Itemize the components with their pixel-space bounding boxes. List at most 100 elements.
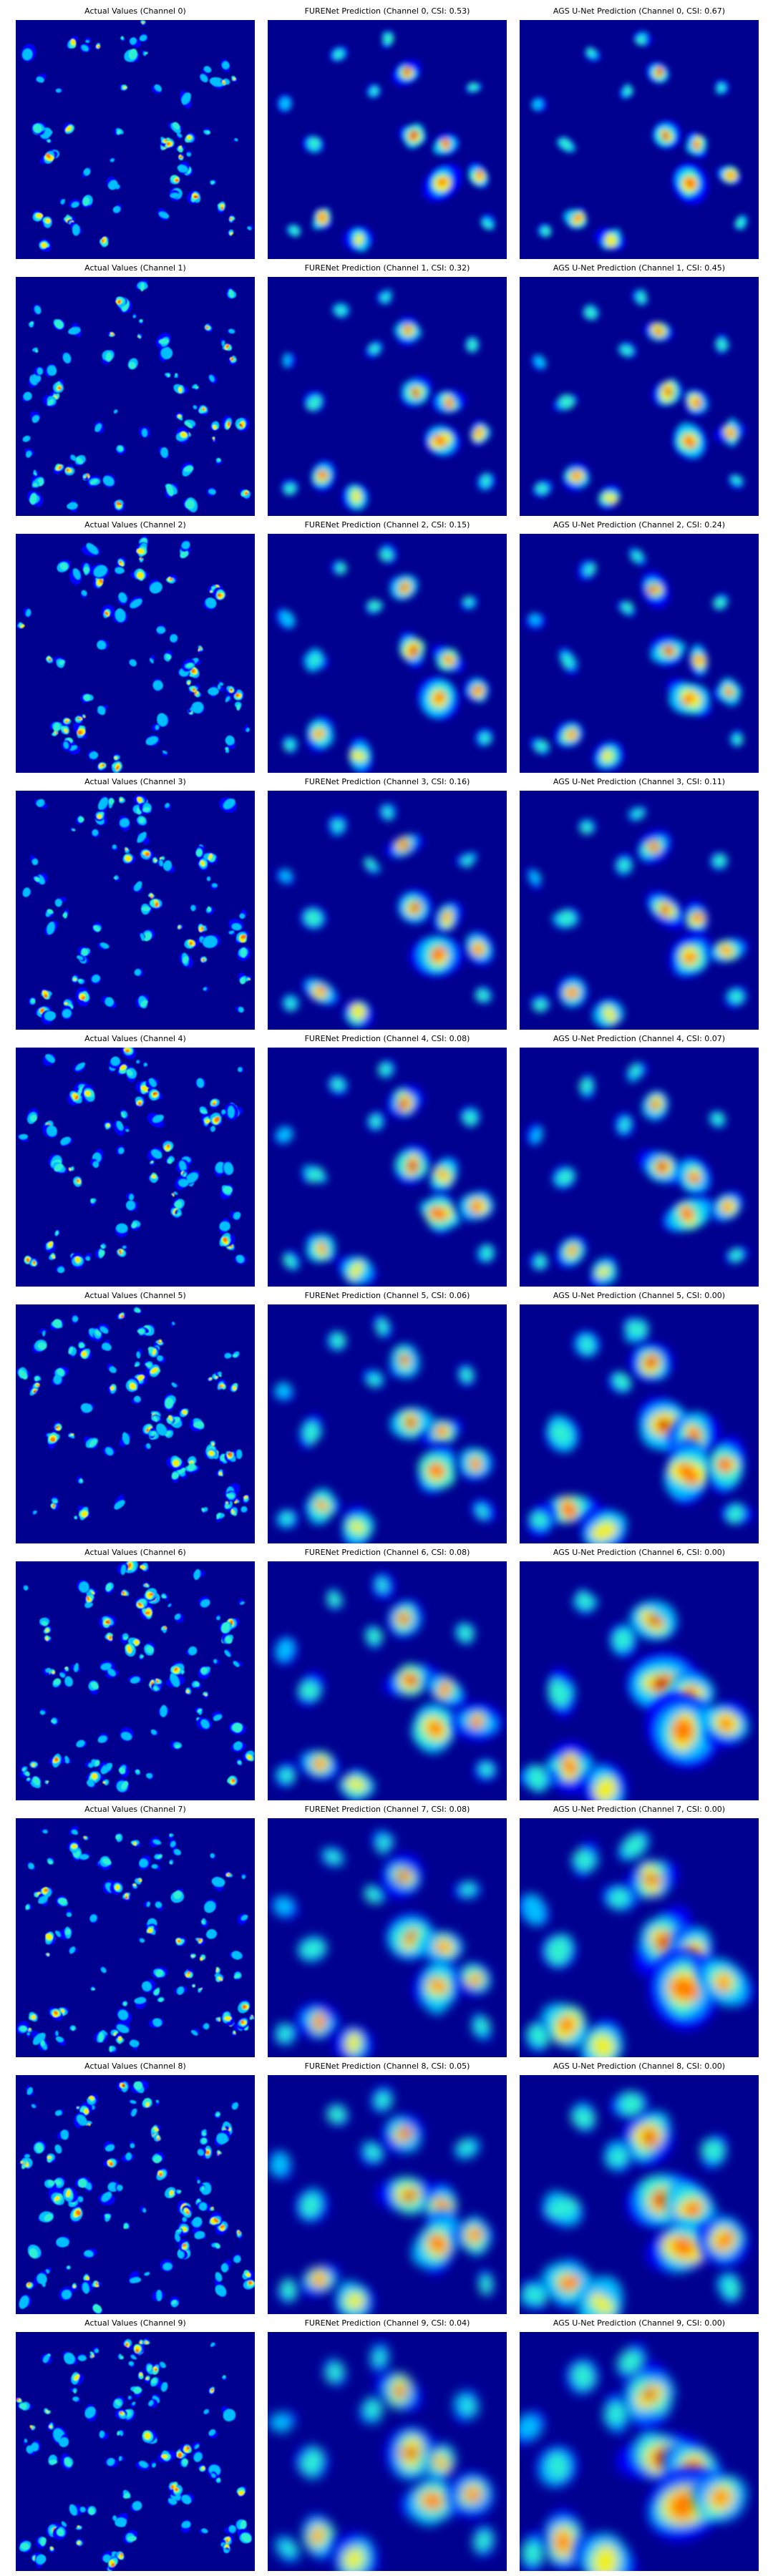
storm-cell <box>208 685 219 698</box>
storm-cell <box>122 853 136 864</box>
storm-cell-contour <box>70 454 77 462</box>
storm-cell-contour <box>97 814 102 819</box>
storm-cell <box>75 816 84 825</box>
storm-cell-contour <box>49 658 51 660</box>
storm-cell-contour <box>334 50 343 60</box>
storm-cell-contour <box>174 1200 183 1209</box>
storm-cell-contour <box>230 688 233 691</box>
storm-cell <box>72 2396 81 2403</box>
storm-cell <box>20 2159 27 2165</box>
storm-cell-contour <box>25 451 32 458</box>
storm-cell <box>296 2001 339 2040</box>
storm-cell <box>191 1984 195 1988</box>
radar-heatmap-image <box>520 1561 759 1800</box>
storm-cell <box>663 1440 711 1506</box>
storm-cell-contour <box>60 1136 71 1146</box>
storm-cell <box>155 1900 163 1911</box>
storm-cell <box>111 761 122 773</box>
storm-cell <box>81 562 93 575</box>
storm-cell-contour <box>240 977 246 985</box>
storm-cell <box>138 932 145 942</box>
storm-cell <box>156 2167 168 2181</box>
storm-cell-contour <box>169 1861 172 1865</box>
storm-cell <box>236 2485 247 2498</box>
storm-cell <box>77 1505 90 1521</box>
storm-cell <box>214 1973 224 1983</box>
storm-cell <box>70 2283 78 2291</box>
storm-cell-contour <box>472 945 484 955</box>
storm-cell <box>142 1582 150 1589</box>
storm-cell-contour <box>99 1326 109 1334</box>
storm-cell <box>205 1928 218 1939</box>
storm-cell <box>193 691 203 698</box>
storm-cell-contour <box>46 1953 48 1955</box>
storm-cell-contour <box>161 1595 167 1599</box>
storm-cell-contour <box>580 823 592 834</box>
storm-cell <box>122 1245 129 1249</box>
storm-cell-contour <box>57 1425 60 1428</box>
storm-cell-contour <box>122 2084 125 2087</box>
storm-cell <box>143 1901 151 1908</box>
storm-cell <box>22 887 31 897</box>
radar-heatmap-svg <box>268 1561 507 1800</box>
storm-cell-contour <box>94 1760 100 1767</box>
storm-cell-contour <box>175 1745 180 1749</box>
storm-cell-contour <box>158 338 169 344</box>
storm-cell <box>198 857 209 872</box>
storm-cell <box>212 1711 223 1722</box>
storm-cell <box>137 2370 144 2380</box>
storm-cell <box>329 46 348 62</box>
heatmap-background <box>520 1048 759 1287</box>
storm-cell <box>276 1508 299 1529</box>
storm-cell-contour <box>112 333 115 336</box>
storm-cell-contour <box>155 1969 163 1977</box>
storm-cell-contour <box>156 1355 163 1361</box>
storm-cell <box>215 2282 227 2298</box>
storm-cell-contour <box>181 92 191 104</box>
storm-cell <box>637 1149 686 1185</box>
storm-cell <box>16 1367 31 1380</box>
radar-heatmap-svg <box>520 2075 759 2314</box>
storm-cell-contour <box>278 2026 293 2042</box>
storm-cell-contour <box>77 2541 81 2545</box>
storm-cell-contour <box>316 1499 327 1511</box>
storm-cell <box>170 633 178 644</box>
storm-cell-contour <box>193 1421 204 1428</box>
storm-cell-contour <box>172 1194 175 1197</box>
radar-heatmap-image <box>16 791 255 1030</box>
storm-cell-contour <box>77 730 83 735</box>
storm-cell-contour <box>103 476 115 486</box>
storm-cell <box>465 82 482 93</box>
storm-cell <box>321 1846 344 1867</box>
storm-cell <box>115 296 127 308</box>
storm-cell <box>392 59 422 87</box>
storm-cell <box>227 229 234 236</box>
storm-cell <box>47 2353 52 2358</box>
storm-cell-contour <box>379 550 394 561</box>
storm-cell-contour <box>142 807 150 812</box>
storm-cell <box>51 1717 59 1725</box>
storm-cell <box>39 1328 48 1337</box>
storm-cell <box>570 2101 596 2133</box>
storm-cell-contour <box>76 1740 85 1747</box>
storm-cell <box>186 1455 198 1465</box>
storm-cell-contour <box>472 686 484 694</box>
storm-cell <box>76 2538 84 2547</box>
storm-cell-contour <box>30 998 36 1003</box>
panel-title: AGS U-Net Prediction (Channel 5, CSI: 0.… <box>553 1291 726 1300</box>
storm-cell <box>184 419 196 429</box>
panel-title: FURENet Prediction (Channel 7, CSI: 0.08… <box>304 1805 470 1814</box>
storm-cell <box>203 1692 209 1699</box>
storm-cell <box>117 557 126 567</box>
storm-cell-contour <box>37 367 43 375</box>
storm-cell <box>520 1893 550 1926</box>
storm-cell <box>210 1440 216 1447</box>
storm-cell <box>183 1171 188 1177</box>
storm-cell <box>77 946 91 957</box>
storm-cell-contour <box>28 2029 30 2031</box>
storm-cell-contour <box>163 1626 167 1629</box>
storm-cell-contour <box>165 803 170 808</box>
storm-cell-contour <box>222 61 230 69</box>
radar-heatmap-svg <box>268 791 507 1030</box>
storm-cell <box>119 796 126 804</box>
